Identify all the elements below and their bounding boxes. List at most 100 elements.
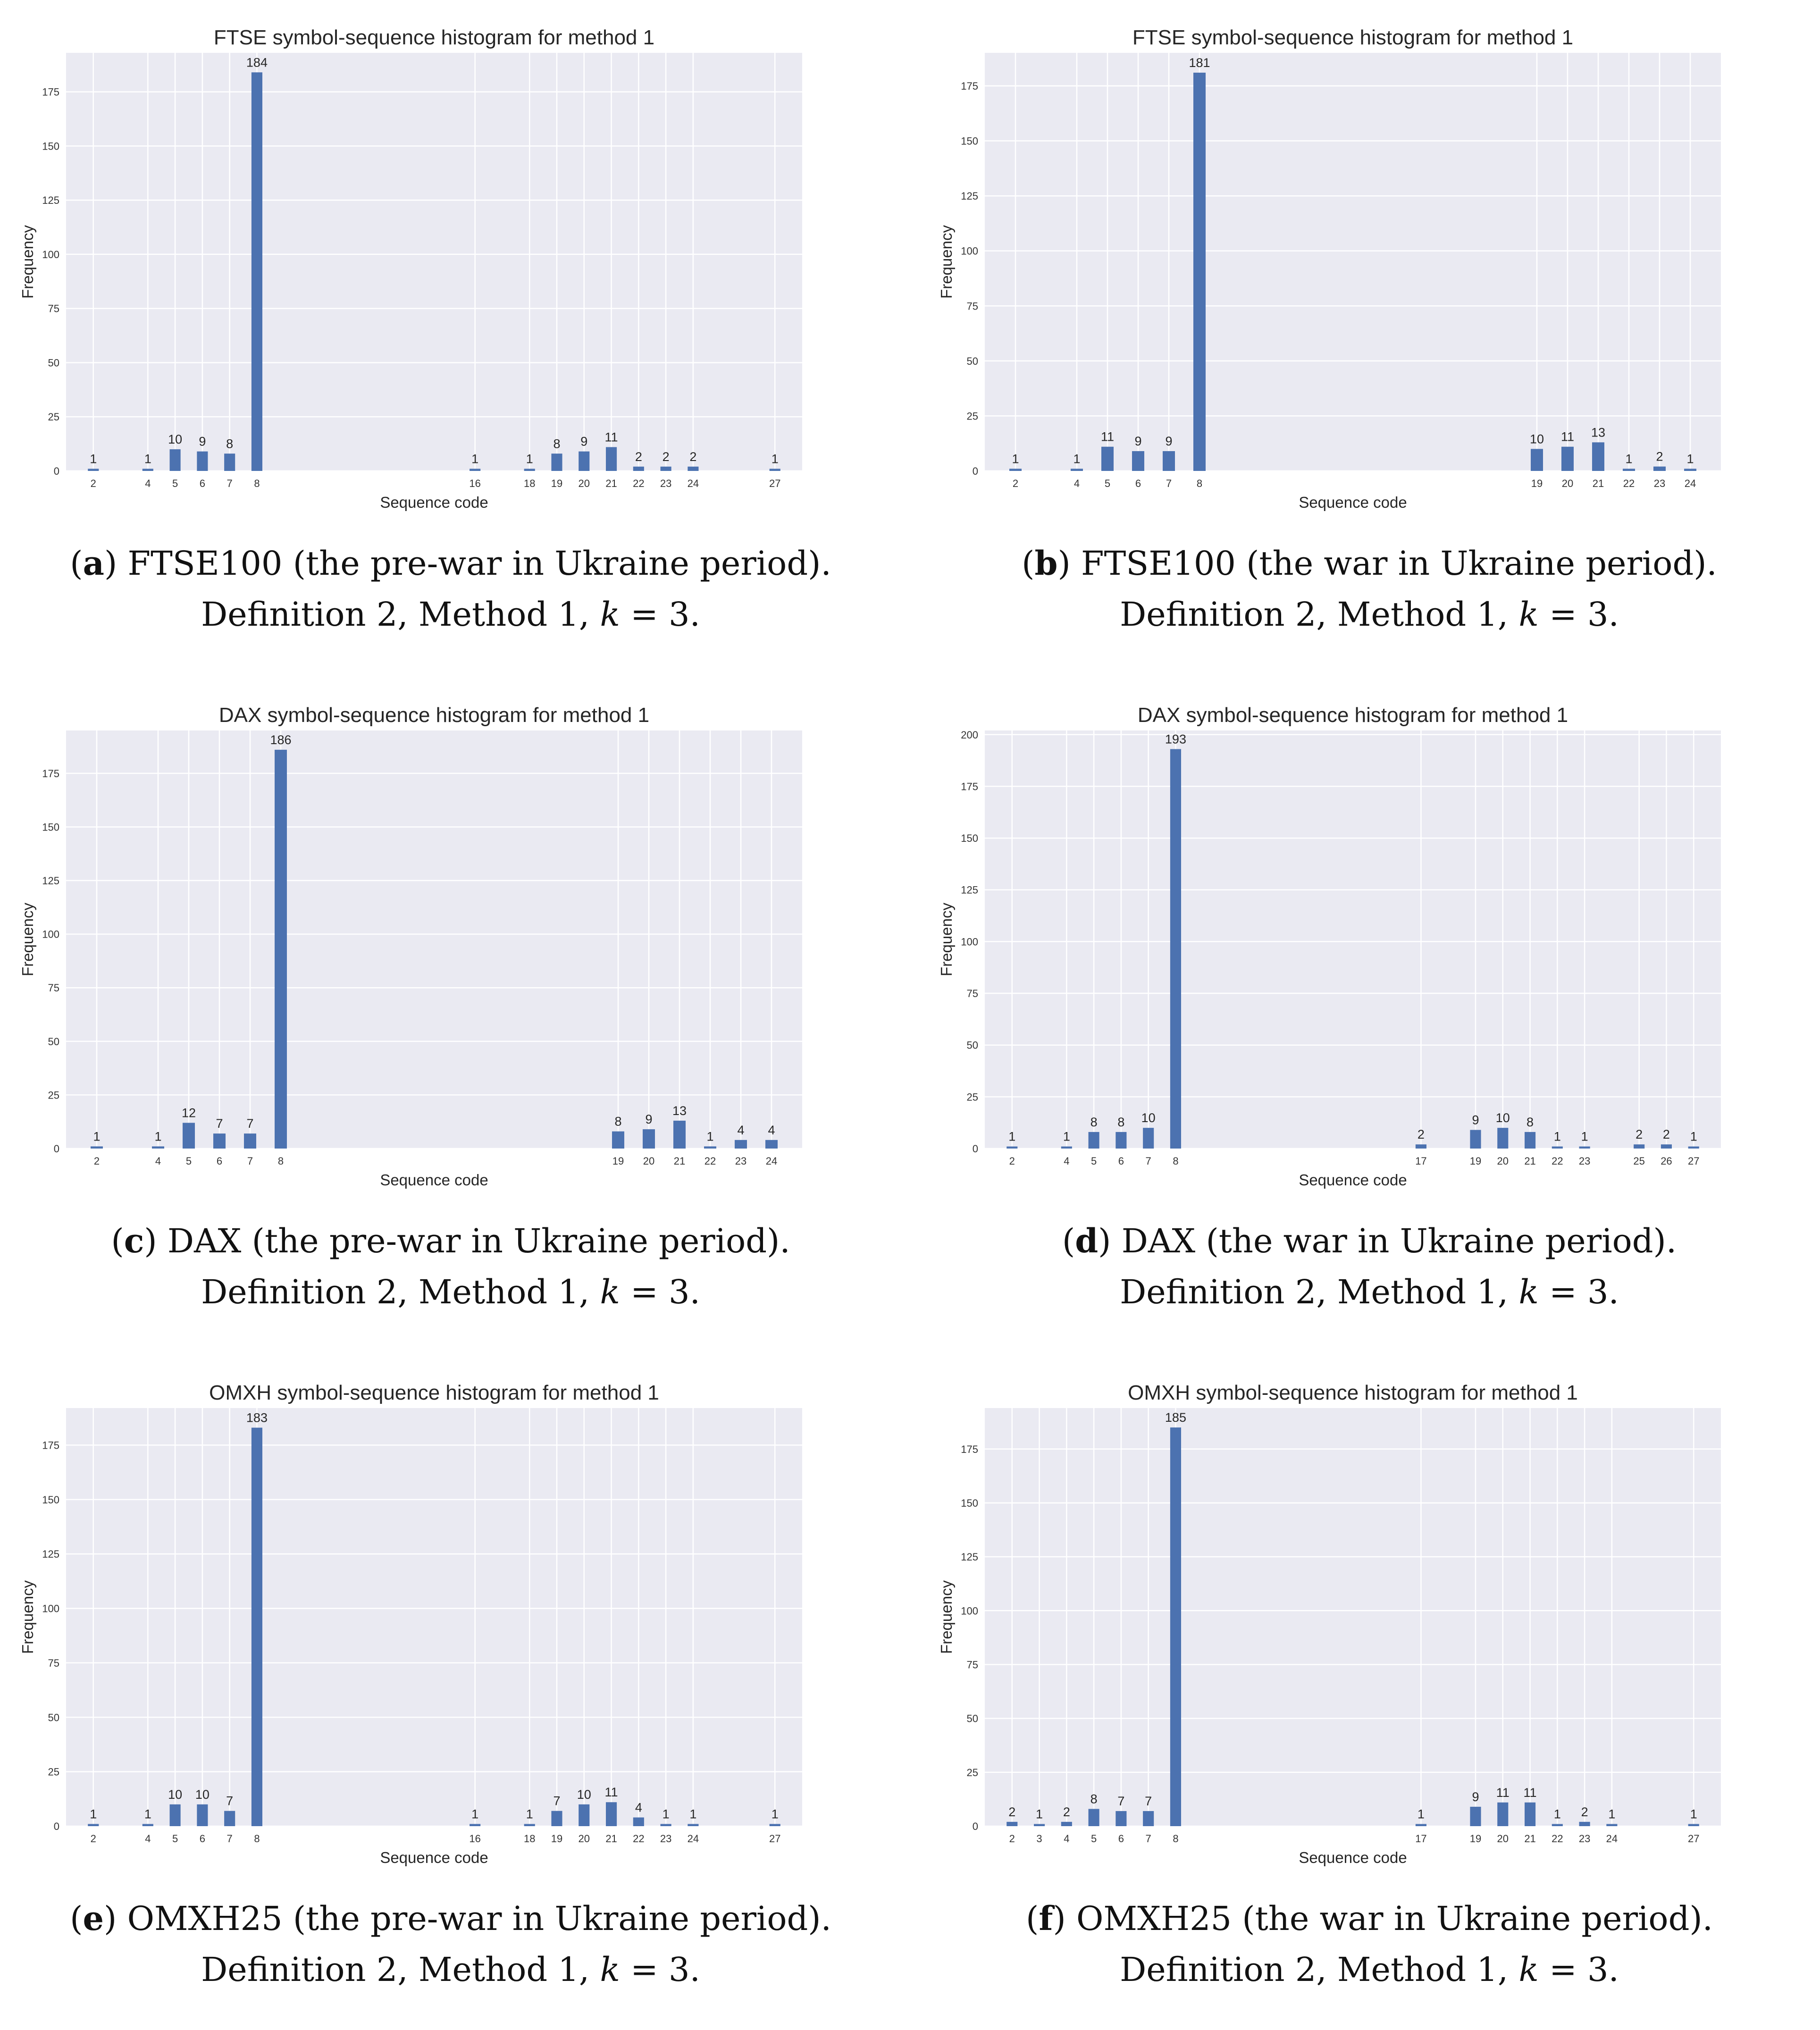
bar bbox=[1061, 1821, 1072, 1826]
x-tick-label: 5 bbox=[1105, 478, 1110, 489]
x-tick-label: 2 bbox=[94, 1155, 100, 1167]
caption-label: f bbox=[1039, 1899, 1053, 1938]
y-tick-label: 0 bbox=[973, 465, 978, 477]
bar bbox=[91, 1146, 103, 1149]
bar-value-label: 12 bbox=[182, 1106, 196, 1120]
bar bbox=[1006, 1821, 1018, 1826]
caption-k: k bbox=[600, 595, 620, 634]
panel-b: 0 25 50 75 100 125 150 175 1 2 1 4 11 5 9 6 9 7 181 8 10 19 11… bbox=[919, 0, 1820, 675]
caption-label: a bbox=[83, 544, 104, 583]
x-tick-label: 19 bbox=[1470, 1155, 1481, 1167]
bar bbox=[1606, 1824, 1618, 1826]
x-tick-label: 20 bbox=[579, 1833, 590, 1845]
bar-value-label: 2 bbox=[1417, 1127, 1425, 1141]
bar bbox=[769, 469, 780, 471]
bar-value-label: 1 bbox=[90, 452, 97, 466]
chart-title: OMXH symbol-sequence histogram for metho… bbox=[209, 1381, 659, 1404]
x-tick-label: 8 bbox=[1173, 1155, 1178, 1167]
x-tick-label: 23 bbox=[735, 1155, 746, 1167]
y-tick-label: 0 bbox=[973, 1820, 978, 1832]
bar-value-label: 1 bbox=[772, 452, 779, 466]
bar-value-label: 11 bbox=[605, 1785, 618, 1799]
y-tick-label: 75 bbox=[48, 303, 59, 315]
bar bbox=[1115, 1811, 1127, 1826]
bar-value-label: 7 bbox=[246, 1116, 253, 1131]
x-tick-label: 21 bbox=[1524, 1833, 1535, 1845]
caption-label: c bbox=[124, 1221, 144, 1260]
caption-text: OMXH25 (the war in Ukraine period). bbox=[1076, 1899, 1713, 1938]
y-axis-label: Frequency bbox=[19, 1580, 36, 1654]
bar bbox=[735, 1140, 747, 1149]
x-tick-label: 20 bbox=[579, 478, 590, 489]
caption-a: (a) FTSE100 (the pre-war in Ukraine peri… bbox=[70, 544, 831, 634]
x-tick-label: 8 bbox=[1197, 478, 1202, 489]
bar-value-label: 1 bbox=[1036, 1807, 1043, 1821]
y-tick-label: 75 bbox=[48, 982, 59, 994]
bar-value-label: 193 bbox=[1165, 732, 1186, 746]
caption-d: (d) DAX (the war in Ukraine period). Def… bbox=[1062, 1221, 1677, 1311]
caption-definition: Definition 2, Method 1, bbox=[201, 1273, 590, 1311]
bar-value-label: 9 bbox=[580, 435, 587, 449]
chart-b: 0255075100125150175121411596971818101911… bbox=[938, 26, 1721, 511]
x-tick-label: 8 bbox=[278, 1155, 284, 1167]
bar bbox=[606, 1802, 617, 1826]
y-tick-label: 25 bbox=[48, 1766, 59, 1778]
bar bbox=[251, 1427, 262, 1826]
bar-value-label: 1 bbox=[154, 1129, 161, 1143]
bar bbox=[688, 466, 699, 471]
bar bbox=[1143, 1128, 1154, 1149]
bar bbox=[765, 1140, 778, 1149]
bar bbox=[275, 749, 287, 1149]
bar-value-label: 4 bbox=[768, 1123, 775, 1137]
bar-value-label: 10 bbox=[1496, 1111, 1510, 1125]
caption-label: d bbox=[1075, 1221, 1099, 1260]
x-tick-label: 4 bbox=[1074, 478, 1080, 489]
y-tick-label: 175 bbox=[42, 1439, 59, 1451]
bar-value-label: 7 bbox=[1145, 1794, 1152, 1808]
x-tick-label: 4 bbox=[155, 1155, 161, 1167]
x-tick-label: 2 bbox=[1013, 478, 1018, 489]
bar bbox=[1497, 1802, 1509, 1826]
x-axis-label: Sequence code bbox=[1299, 1849, 1407, 1866]
bar bbox=[1163, 451, 1175, 471]
panel-c: 0 25 50 75 100 125 150 175 1 2 1 4 12 5 7 6 7 7 186 8 8 19 9 20… bbox=[0, 678, 901, 1352]
x-tick-label: 6 bbox=[1118, 1155, 1124, 1167]
y-tick-label: 150 bbox=[961, 1497, 978, 1509]
y-tick-label: 100 bbox=[42, 929, 59, 940]
x-tick-label: 27 bbox=[1688, 1833, 1699, 1845]
bar bbox=[88, 1824, 99, 1826]
y-tick-label: 75 bbox=[967, 1659, 978, 1670]
bar-value-label: 8 bbox=[614, 1115, 621, 1129]
bar bbox=[1653, 466, 1666, 471]
y-axis-label: Frequency bbox=[938, 903, 955, 976]
y-tick-label: 50 bbox=[48, 1711, 59, 1723]
bar bbox=[1415, 1824, 1426, 1826]
x-tick-label: 17 bbox=[1415, 1833, 1426, 1845]
x-tick-label: 20 bbox=[1562, 478, 1573, 489]
y-tick-label: 50 bbox=[48, 1036, 59, 1048]
bar-value-label: 1 bbox=[772, 1807, 779, 1821]
x-tick-label: 6 bbox=[1135, 478, 1141, 489]
x-tick-label: 24 bbox=[688, 478, 699, 489]
bar bbox=[1061, 1146, 1072, 1149]
y-tick-label: 0 bbox=[54, 465, 59, 477]
x-axis-label: Sequence code bbox=[380, 1849, 488, 1866]
caption-k-value: = 3. bbox=[630, 1950, 700, 1989]
bar-value-label: 1 bbox=[471, 452, 478, 466]
bar-value-label: 1 bbox=[526, 1807, 533, 1821]
y-tick-label: 125 bbox=[961, 1551, 978, 1563]
bar-value-label: 8 bbox=[226, 436, 233, 451]
x-tick-label: 6 bbox=[217, 1155, 222, 1167]
x-tick-label: 7 bbox=[247, 1155, 253, 1167]
bar bbox=[660, 466, 671, 471]
bar-value-label: 1 bbox=[1690, 1807, 1697, 1821]
y-axis-label: Frequency bbox=[19, 225, 36, 299]
caption-k: k bbox=[600, 1273, 620, 1311]
y-tick-label: 125 bbox=[42, 875, 59, 887]
x-tick-label: 23 bbox=[1579, 1833, 1590, 1845]
x-tick-label: 7 bbox=[1166, 478, 1172, 489]
caption-definition: Definition 2, Method 1, bbox=[1120, 1950, 1509, 1989]
bar bbox=[673, 1120, 686, 1149]
bar bbox=[1088, 1809, 1099, 1826]
caption-c: (c) DAX (the pre-war in Ukraine period).… bbox=[111, 1221, 790, 1311]
